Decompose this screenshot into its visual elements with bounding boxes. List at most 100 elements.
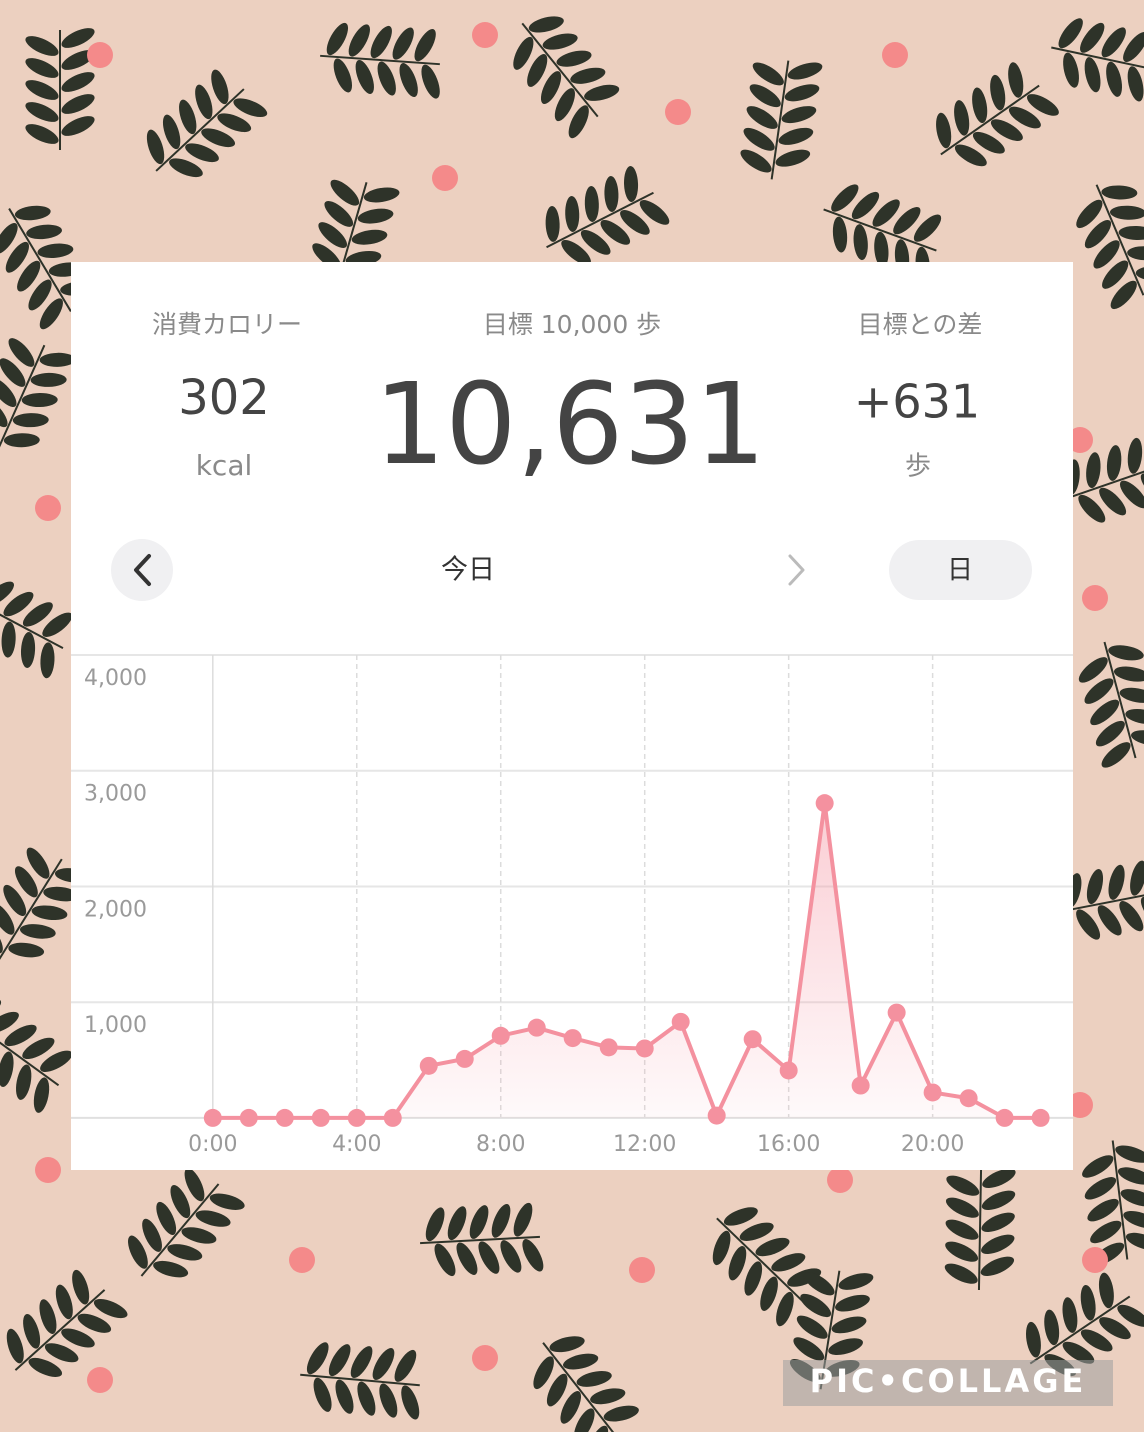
leaf (0, 398, 8, 428)
point (527, 1018, 546, 1037)
leaf (723, 1207, 758, 1226)
leaf (752, 62, 784, 86)
prev-button[interactable] (111, 539, 173, 601)
leaf (181, 1227, 217, 1244)
point (887, 1003, 906, 1022)
flower (1082, 585, 1108, 611)
leaf (8, 942, 45, 958)
leaf (528, 16, 564, 33)
leaf (0, 903, 15, 935)
leaf (513, 36, 534, 70)
stat-unit: 歩 (905, 452, 931, 482)
leaf (170, 1184, 191, 1219)
leaf (851, 191, 880, 220)
point (563, 1029, 582, 1048)
stem (823, 208, 937, 252)
leaf (604, 175, 619, 212)
flower (472, 22, 498, 48)
leaf (313, 1377, 332, 1412)
leaf (990, 119, 1023, 142)
leaf-sprig (146, 69, 268, 178)
leaf (796, 1315, 828, 1339)
leaf (355, 59, 374, 94)
next-button[interactable] (788, 554, 805, 586)
leaf (584, 185, 599, 222)
leaf (43, 886, 80, 902)
leaf (749, 84, 781, 108)
leaf (740, 149, 772, 173)
leaf-sprig (0, 847, 91, 962)
leaf (39, 352, 76, 367)
leaf-sprig (128, 1168, 245, 1278)
leaf (944, 1263, 978, 1284)
stem (1095, 184, 1144, 296)
leaf-sprig (0, 205, 97, 330)
leaf (946, 1175, 980, 1196)
stem (0, 858, 63, 962)
leaf (357, 1381, 376, 1416)
flower (35, 495, 61, 521)
leaf (828, 1338, 863, 1356)
leaf (954, 100, 970, 136)
leaf (1, 621, 16, 658)
leaf (1120, 1189, 1144, 1207)
leaf (40, 642, 55, 679)
y-tick-label: 3,000 (84, 782, 147, 807)
stem (1029, 1295, 1131, 1365)
leaf (0, 1011, 19, 1034)
flower (289, 1247, 315, 1273)
leaf (61, 28, 95, 48)
leaf (185, 143, 219, 163)
leaf (1062, 1297, 1078, 1333)
leaf (330, 179, 360, 206)
leaf (351, 229, 388, 245)
leaf (1084, 57, 1101, 93)
leaf (913, 214, 942, 242)
point (779, 1061, 798, 1080)
card (71, 262, 1073, 1170)
leaf-sprig (0, 998, 73, 1113)
stem (320, 54, 440, 66)
leaf (414, 29, 436, 62)
stem (1051, 46, 1144, 74)
leaf (348, 24, 370, 57)
leaf (14, 866, 38, 898)
stem (0, 1013, 60, 1087)
leaf (954, 144, 987, 167)
leaf (1076, 909, 1101, 940)
stat-label: 目標との差 (858, 310, 983, 339)
flower (1067, 427, 1093, 453)
leaf (1090, 1220, 1122, 1244)
leaf (561, 240, 591, 265)
leaf (874, 231, 889, 268)
leaf (61, 94, 95, 114)
leaf (728, 1246, 747, 1281)
leaf (3, 884, 27, 917)
stem (1103, 641, 1137, 759)
leaf (781, 106, 817, 124)
leaf (1115, 1145, 1144, 1163)
x-tick-label: 20:00 (901, 1132, 964, 1157)
stem (770, 60, 790, 180)
leaf (639, 200, 670, 225)
leaf-sprig (1082, 1140, 1144, 1266)
leaf (44, 1343, 79, 1363)
leaf (835, 1294, 870, 1312)
leaf (570, 67, 606, 84)
x-tick-label: 8:00 (476, 1132, 525, 1157)
stem (300, 1373, 420, 1387)
leaf (800, 1293, 832, 1318)
leaf (328, 1344, 351, 1377)
leaf (25, 102, 59, 122)
leaf (4, 1024, 37, 1047)
leaf (1119, 480, 1144, 509)
leaf (447, 1206, 467, 1241)
mode-toggle[interactable] (889, 540, 1032, 600)
stem (940, 84, 1040, 156)
leaf (1125, 709, 1144, 725)
leaf (1008, 106, 1041, 129)
leaf (162, 114, 181, 150)
leaf (522, 1239, 544, 1272)
